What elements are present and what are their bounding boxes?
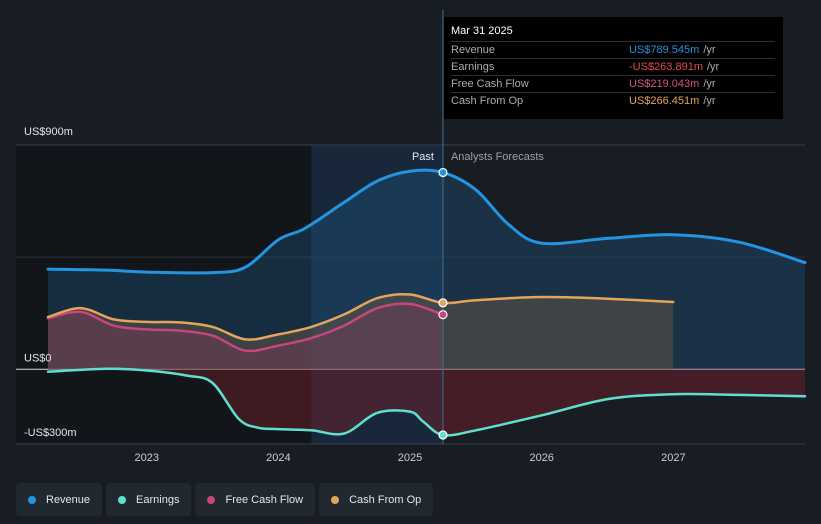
x-tick-label: 2026 [529, 452, 553, 464]
tooltip-unit: /yr [703, 95, 716, 107]
tooltip-value: US$789.545m [629, 44, 700, 56]
legend-label: Earnings [136, 493, 180, 506]
y-tick-label: US$0 [24, 352, 52, 364]
legend-dot-icon [331, 495, 340, 504]
tooltip-unit: /yr [703, 78, 716, 90]
earnings-area [48, 368, 805, 436]
tooltip-date: Mar 31 2025 [451, 25, 513, 37]
tooltip-unit: /yr [703, 44, 716, 56]
tooltip-row-earnings: Earnings -US$263.891m /yr [451, 58, 775, 75]
tooltip: Mar 31 2025 Revenue US$789.545m /yr Earn… [444, 17, 783, 119]
earnings-line [46, 367, 807, 437]
marker-free-cash-flow [438, 310, 448, 320]
cash-from-op-area [48, 294, 674, 370]
forecast-label: Analysts Forecasts [451, 151, 544, 163]
free-cash-flow-line [46, 302, 445, 353]
cash-from-op-line [46, 293, 675, 341]
tooltip-label: Earnings [451, 61, 495, 73]
tooltip-row-free-cash-flow: Free Cash Flow US$219.043m /yr [451, 75, 775, 92]
marker-revenue [438, 167, 448, 178]
tooltip-label: Free Cash Flow [451, 78, 529, 90]
x-tick-label: 2025 [398, 452, 422, 464]
x-tick-label: 2024 [266, 452, 290, 464]
legend-item-free-cash-flow[interactable]: Free Cash Flow [195, 483, 316, 516]
free-cash-flow-area [48, 303, 443, 370]
tooltip-value: US$266.451m [629, 95, 700, 107]
legend: Revenue Earnings Free Cash Flow Cash Fro… [16, 483, 434, 516]
x-tick-label: 2027 [661, 452, 685, 464]
tooltip-value: -US$263.891m [629, 61, 703, 73]
x-tick-label: 2023 [134, 452, 158, 464]
revenue-line [46, 168, 807, 275]
y-tick-label: US$900m [24, 126, 73, 138]
highlight-band [311, 145, 443, 444]
legend-item-cash-from-op[interactable]: Cash From Op [319, 483, 434, 516]
tooltip-unit: /yr [707, 61, 720, 73]
tooltip-value: US$219.043m [629, 78, 700, 90]
legend-item-earnings[interactable]: Earnings [106, 483, 192, 516]
revenue-area [48, 170, 805, 370]
y-tick-label: -US$300m [24, 427, 77, 439]
legend-dot-icon [28, 495, 36, 504]
tooltip-label: Revenue [451, 44, 496, 56]
legend-dot-icon [118, 495, 127, 504]
marker-earnings [438, 430, 448, 440]
legend-label: Free Cash Flow [225, 493, 304, 506]
tooltip-label: Cash From Op [451, 95, 524, 107]
marker-cash-from-op [438, 298, 448, 308]
legend-item-revenue[interactable]: Revenue [16, 483, 103, 516]
legend-dot-icon [207, 495, 216, 504]
legend-label: Revenue [46, 493, 91, 506]
past-label: Past [412, 151, 434, 163]
tooltip-row-cash-from-op: Cash From Op US$266.451m /yr [451, 92, 775, 109]
legend-label: Cash From Op [349, 493, 422, 506]
tooltip-row-revenue: Revenue US$789.545m /yr [451, 41, 775, 58]
